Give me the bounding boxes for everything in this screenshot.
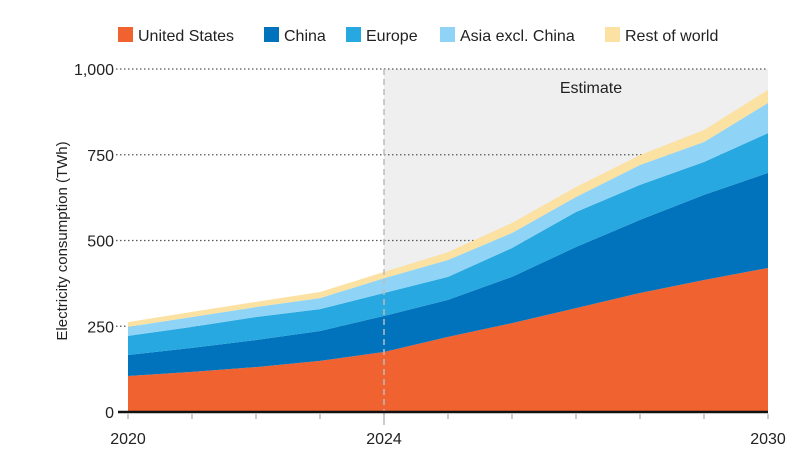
legend-label: Europe [366, 28, 418, 45]
legend-label: China [284, 28, 326, 45]
estimate-label: Estimate [560, 80, 622, 97]
area-united-states [128, 267, 768, 412]
y-tick-label: 750 [87, 148, 114, 165]
y-tick-label: 1,000 [74, 62, 114, 79]
legend-swatch [440, 27, 455, 42]
legend-label: United States [138, 28, 234, 45]
legend-label: Rest of world [625, 28, 718, 45]
legend-swatch [346, 27, 361, 42]
x-tick-label: 2024 [366, 431, 402, 448]
area-europe [128, 133, 768, 356]
y-tick-label: 0 [105, 405, 114, 422]
area-china [128, 172, 768, 376]
legend-swatch [264, 27, 279, 42]
x-tick-label: 2020 [110, 431, 146, 448]
y-axis-label: Electricity consumption (TWh) [54, 141, 71, 340]
legend-swatch [118, 27, 133, 42]
y-tick-label: 500 [87, 234, 114, 251]
x-tick-label: 2030 [750, 431, 786, 448]
legend-label: Asia excl. China [460, 28, 575, 45]
y-tick-label: 250 [87, 319, 114, 336]
legend-swatch [605, 27, 620, 42]
